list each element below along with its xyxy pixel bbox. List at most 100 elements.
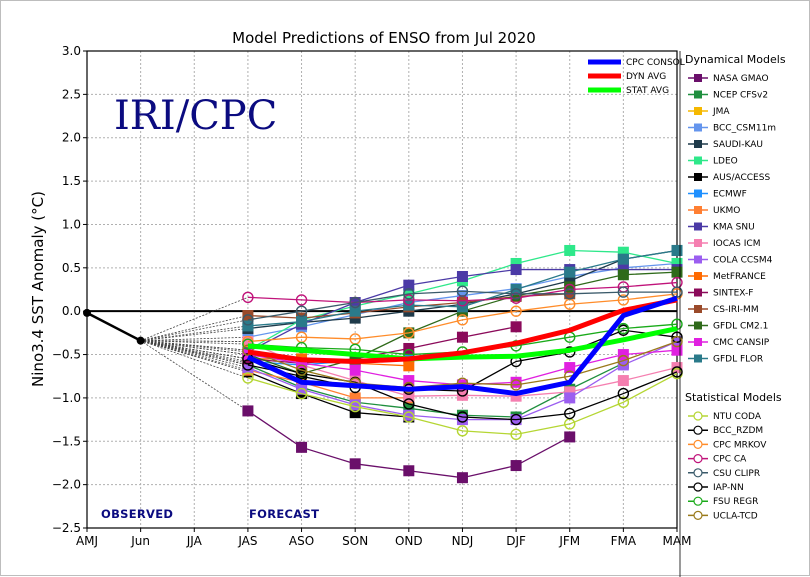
x-tick-label: OND (395, 534, 423, 548)
legend-marker-iocas-icm (694, 239, 702, 247)
x-tick-label: FMA (611, 534, 637, 548)
y-tick-labels: 3.0 2.5 2.0 1.5 1.0 0.5 0.0 −0.5 −1.0 −1.5 −2.0 −2.… (52, 44, 87, 535)
point-cpc-ca (510, 292, 522, 304)
legend-label-jma: JMA (712, 107, 730, 117)
legend-marker-jma (694, 107, 702, 115)
legend-marker-cpc-mrkov (693, 439, 703, 449)
x-tick-label: DJF (506, 534, 526, 548)
legend-marker-bcc-csm11m (694, 123, 702, 132)
point-csu-clipr (510, 288, 522, 300)
legend-label-iocas-icm: IOCAS ICM (713, 239, 760, 249)
observed-annotation: OBSERVED (101, 507, 173, 521)
point-gfdl-flor (456, 301, 468, 313)
point-sintex-f (456, 331, 468, 343)
point-iocas-icm (617, 375, 629, 387)
point-csu-clipr (564, 288, 576, 300)
legend-marker-cpc-ca (693, 454, 703, 464)
y-tick-label: 3.0 (62, 44, 81, 58)
point-ntu-coda (349, 400, 361, 413)
x-tick-label: JJA (186, 534, 203, 548)
legend-marker-gfdl-flor (694, 354, 702, 363)
connector-ukmo (140, 340, 249, 371)
observed-series (83, 308, 145, 345)
legend-label-cs-iri-mm: CS-IRI-MM (713, 305, 759, 315)
y-axis-label: Nino3.4 SST Anomaly (°C) (29, 191, 47, 387)
legend-label-ldeo: LDEO (713, 157, 738, 167)
legend-statistical-title: Statistical Models (685, 391, 782, 404)
legend-label-ucla-tcd: UCLA-TCD (713, 511, 758, 521)
connector-gfdl-flor (140, 325, 248, 342)
legend-label-ecmwf: ECMWF (713, 190, 747, 200)
model-legend: Dynamical Models Statistical Models NASA… (679, 51, 786, 577)
point-ntu-coda (242, 372, 254, 384)
legend-marker-cs-iri-mm (694, 305, 702, 313)
connector-cpc-ca (140, 296, 249, 342)
point-gfdl-flor (349, 305, 361, 317)
point-csu-clipr (456, 285, 469, 297)
line-cpc-ca (247, 281, 678, 304)
legend-label-cola-ccsm4: COLA CCSM4 (713, 256, 773, 266)
legend-marker-metfrance (694, 272, 702, 280)
legend-label-iap-nn: IAP-NN (713, 483, 744, 493)
point-bcc-rzdm (510, 413, 522, 426)
legend-marker-ecmwf (694, 189, 702, 198)
line-cpc-consol (246, 295, 678, 397)
connector-ucla-tcd (140, 340, 248, 351)
connector-csu-clipr (140, 319, 248, 342)
point-nasa-gmao (403, 465, 415, 477)
y-tick-label: 1.5 (62, 174, 81, 188)
legend-label-fsu-regr: FSU REGR (713, 497, 758, 507)
x-tick-label: NDJ (452, 534, 474, 548)
connector-bcc-rzdm (140, 340, 248, 360)
legend-label-saudi-kau: SAUDI-KAU (713, 140, 763, 150)
legend-label-ntu-coda: NTU CODA (713, 412, 762, 422)
legend-marker-iap-nn (693, 482, 703, 492)
legend-marker-cola-ccsm4 (694, 255, 702, 264)
connector-cs-iri-mm (140, 315, 249, 342)
legend-label-kma-snu: KMA SNU (713, 223, 755, 233)
point-fsu-regr (617, 322, 630, 335)
y-tick-label: −2.0 (52, 478, 81, 492)
legend-marker-kma-snu (694, 222, 702, 231)
point-cpc-mrkov (403, 327, 415, 339)
legend-label-ukmo: UKMO (713, 206, 740, 216)
legend-label-cpc-consol: CPC CONSOL (626, 58, 685, 68)
x-tick-label: SON (342, 534, 368, 548)
point-cpc-ca (242, 291, 254, 304)
point-ntu-coda (295, 387, 308, 400)
x-tick-label: ASO (289, 534, 314, 548)
point-cpc-mrkov (510, 305, 522, 317)
y-tick-label: 0.5 (62, 261, 81, 275)
legend-marker-saudi-kau (694, 140, 702, 148)
point-csu-clipr (349, 296, 361, 309)
connector-ecmwf (140, 340, 248, 362)
legend-marker-aus-access (694, 173, 702, 181)
y-tick-label: 2.0 (62, 131, 81, 145)
legend-label-dyn-avg: DYN AVG (626, 72, 666, 82)
legend-label-bcc-csm11m: BCC_CSM11m (713, 124, 776, 134)
point-ucla-tcd (510, 379, 522, 391)
point-gfdl-cm2-1 (671, 266, 683, 278)
x-tick-label: AMJ (76, 534, 98, 548)
point-cmc-cansip (403, 375, 415, 387)
point-ntu-coda (456, 425, 469, 437)
point-cmc-cansip (564, 362, 576, 374)
point-cmc-cansip (349, 364, 361, 376)
observed-point (83, 308, 91, 317)
watermark-iri-cpc: IRI/CPC (114, 93, 277, 139)
observed-line (86, 311, 142, 342)
legend-label-nasa-gmao: NASA GMAO (713, 74, 769, 84)
x-tick-label: JFM (558, 534, 580, 548)
point-ntu-coda (510, 428, 522, 441)
legend-marker-ukmo (694, 206, 702, 214)
legend-marker-nasa-gmao (694, 74, 702, 82)
legend-label-cpc-ca: CPC CA (713, 455, 747, 465)
legend-label-metfrance: MetFRANCE (713, 272, 766, 282)
point-bcc-rzdm (564, 407, 576, 420)
point-csu-clipr (617, 286, 630, 298)
point-gfdl-flor (617, 253, 629, 265)
point-gfdl-flor (242, 320, 254, 332)
point-kma-snu (403, 279, 415, 291)
point-kma-snu (456, 270, 468, 282)
